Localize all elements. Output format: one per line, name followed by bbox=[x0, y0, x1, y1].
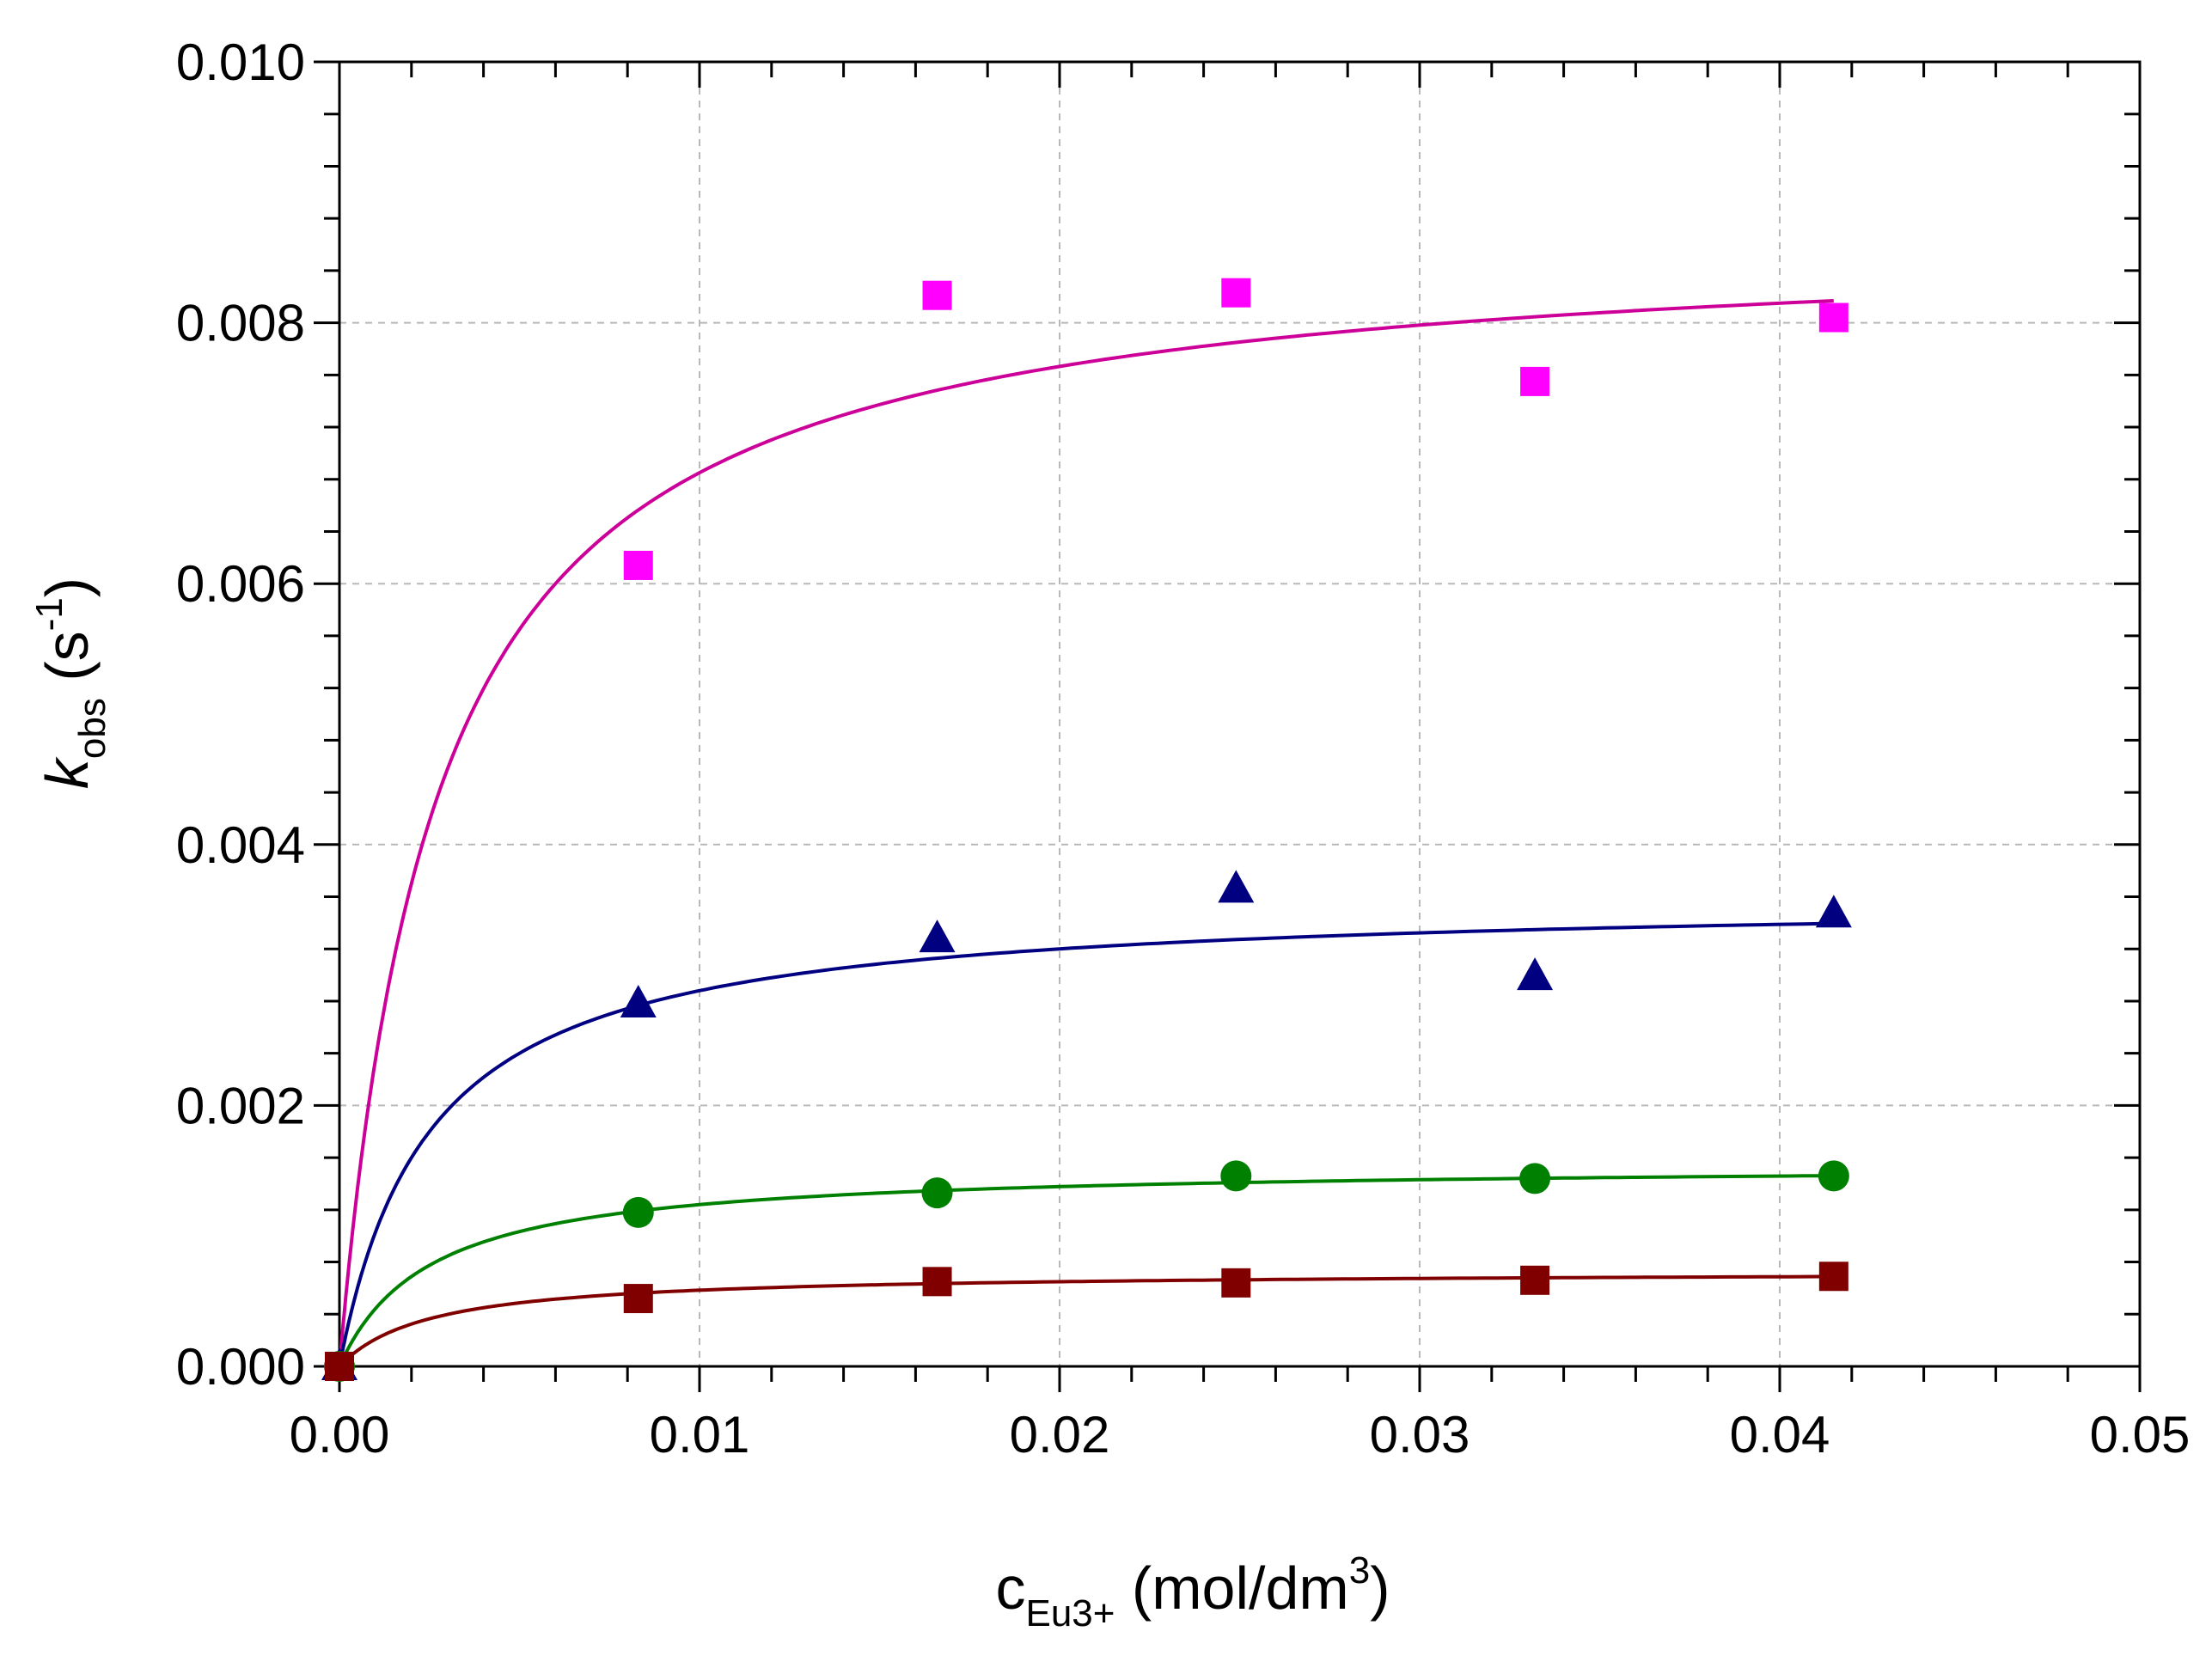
square-marker bbox=[1520, 366, 1550, 396]
fit-curves bbox=[338, 299, 1834, 1368]
fit-curve bbox=[338, 921, 1834, 1367]
y-tick-label: 0.008 bbox=[176, 295, 305, 352]
square-marker bbox=[1221, 278, 1251, 308]
y-tick-label: 0.006 bbox=[176, 555, 305, 613]
square-marker bbox=[1221, 1268, 1251, 1298]
triangle-marker bbox=[1218, 870, 1255, 903]
x-tick-labels: 0.00 0.01 0.02 0.03 0.04 0.05 bbox=[290, 1406, 2191, 1463]
fit-curve bbox=[338, 1174, 1834, 1368]
triangle-marker bbox=[620, 984, 657, 1017]
y-tick-label: 0.004 bbox=[176, 816, 305, 874]
axis-ticks bbox=[314, 60, 2142, 1392]
x-tick-label: 0.00 bbox=[290, 1406, 390, 1463]
y-axis-title-main: k bbox=[34, 756, 101, 789]
y-tick-label: 0.010 bbox=[176, 34, 305, 91]
square-marker bbox=[623, 1284, 653, 1314]
y-tick-labels: 0.000 0.002 0.004 0.006 0.008 0.010 bbox=[176, 34, 305, 1396]
data-points bbox=[321, 278, 1852, 1382]
triangle-marker bbox=[1517, 957, 1554, 991]
x-axis-title-close: ) bbox=[1370, 1555, 1390, 1622]
square-marker bbox=[1818, 1262, 1848, 1292]
triangle-marker bbox=[919, 920, 956, 953]
square-marker bbox=[623, 550, 653, 580]
x-axis-title-sub: Eu3+ bbox=[1025, 1592, 1115, 1634]
square-marker bbox=[325, 1352, 354, 1381]
y-axis-title-close: ) bbox=[34, 577, 101, 597]
x-tick-label: 0.04 bbox=[1730, 1406, 1830, 1463]
triangle-marker bbox=[1815, 895, 1852, 928]
square-marker bbox=[1818, 302, 1848, 333]
circle-marker bbox=[1220, 1160, 1252, 1192]
y-axis-title-sup: -1 bbox=[28, 597, 70, 631]
circle-marker bbox=[1818, 1160, 1849, 1192]
y-tick-label: 0.000 bbox=[176, 1338, 305, 1396]
x-axis-title: cEu3+ (mol/dm3) bbox=[995, 1549, 1390, 1634]
fit-curve bbox=[338, 299, 1834, 1366]
y-axis-title-unit: (s bbox=[34, 631, 101, 698]
x-axis-title-main: c bbox=[995, 1555, 1025, 1622]
y-axis-title-sub: obs bbox=[71, 698, 113, 759]
y-axis-title: kobs (s-1) bbox=[28, 577, 113, 789]
x-tick-label: 0.02 bbox=[1010, 1406, 1110, 1463]
x-axis-title-sup: 3 bbox=[1349, 1549, 1370, 1592]
circle-marker bbox=[622, 1196, 654, 1228]
fit-curve bbox=[338, 1274, 1834, 1368]
y-tick-label: 0.002 bbox=[176, 1077, 305, 1134]
x-tick-label: 0.05 bbox=[2090, 1406, 2191, 1463]
plot-frame bbox=[338, 60, 2142, 1368]
x-tick-label: 0.03 bbox=[1370, 1406, 1470, 1463]
square-marker bbox=[922, 1267, 952, 1297]
x-tick-label: 0.01 bbox=[650, 1406, 750, 1463]
circle-marker bbox=[921, 1177, 953, 1209]
x-axis-title-unit: (mol/dm bbox=[1115, 1555, 1348, 1622]
square-marker bbox=[922, 280, 952, 310]
square-marker bbox=[1520, 1265, 1550, 1295]
circle-marker bbox=[1519, 1163, 1551, 1194]
